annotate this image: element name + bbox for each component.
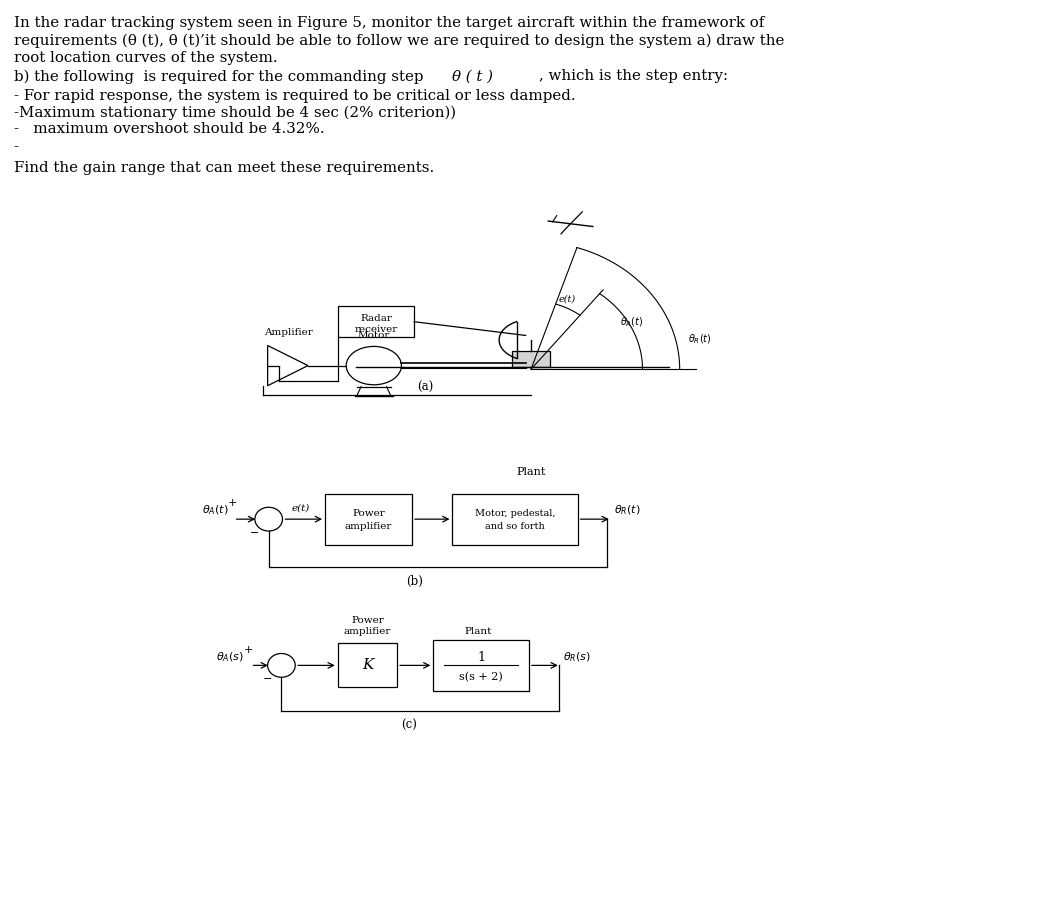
Text: $\theta_A(t)$: $\theta_A(t)$ (620, 315, 644, 329)
FancyBboxPatch shape (452, 494, 578, 545)
Text: Plant: Plant (516, 467, 546, 477)
Text: -   maximum overshoot should be 4.32%.: - maximum overshoot should be 4.32%. (14, 122, 324, 136)
Text: -: - (14, 140, 19, 154)
FancyBboxPatch shape (338, 643, 397, 687)
Text: +: + (228, 498, 237, 508)
Text: receiver: receiver (355, 324, 397, 334)
Text: Find the gain range that can meet these requirements.: Find the gain range that can meet these … (14, 161, 434, 175)
FancyBboxPatch shape (325, 494, 412, 545)
Text: 1: 1 (477, 651, 485, 664)
Text: requirements (θ (t), θ (t)’it should be able to follow we are required to design: requirements (θ (t), θ (t)’it should be … (14, 34, 784, 48)
Text: amplifier: amplifier (345, 522, 392, 531)
Text: $\theta_A(s)$: $\theta_A(s)$ (217, 650, 244, 664)
Text: Radar: Radar (360, 314, 392, 323)
Polygon shape (268, 345, 308, 386)
Text: b) the following  is required for the commanding step: b) the following is required for the com… (14, 69, 424, 84)
Text: - For rapid response, the system is required to be critical or less damped.: - For rapid response, the system is requ… (14, 89, 576, 102)
Text: , which is the step entry:: , which is the step entry: (539, 69, 729, 83)
Text: $\theta_R(t)$: $\theta_R(t)$ (688, 332, 712, 345)
Circle shape (255, 507, 282, 531)
Text: e(t): e(t) (292, 504, 310, 513)
FancyBboxPatch shape (338, 306, 414, 337)
Bar (512, 351, 550, 367)
Text: θ ( t ): θ ( t ) (452, 69, 494, 83)
Text: In the radar tracking system seen in Figure 5, monitor the target aircraft withi: In the radar tracking system seen in Fig… (14, 16, 765, 30)
Text: $\theta_R(s)$: $\theta_R(s)$ (563, 650, 590, 664)
Circle shape (268, 654, 295, 677)
Text: $\theta_A(t)$: $\theta_A(t)$ (202, 504, 228, 517)
Ellipse shape (346, 346, 401, 385)
Text: e(t): e(t) (559, 294, 577, 303)
Text: Power: Power (353, 509, 384, 518)
Text: K: K (362, 658, 373, 673)
Text: root location curves of the system.: root location curves of the system. (14, 51, 277, 65)
Text: (a): (a) (416, 381, 433, 394)
Text: Amplifier: Amplifier (264, 328, 313, 337)
Text: -Maximum stationary time should be 4 sec (2% criterion)): -Maximum stationary time should be 4 sec… (14, 105, 456, 120)
Text: −: − (263, 674, 272, 684)
Text: Power: Power (352, 616, 383, 625)
Text: Motor: Motor (358, 331, 390, 340)
Text: +: + (244, 644, 253, 654)
FancyBboxPatch shape (433, 640, 529, 691)
Text: (c): (c) (401, 719, 416, 732)
Text: Motor, pedestal,: Motor, pedestal, (475, 509, 555, 518)
Text: s(s + 2): s(s + 2) (459, 672, 503, 683)
Text: (b): (b) (406, 575, 423, 588)
Text: amplifier: amplifier (344, 627, 391, 636)
Text: Plant: Plant (464, 627, 492, 636)
Text: −: − (251, 527, 259, 537)
Text: and so forth: and so forth (485, 522, 545, 531)
Text: $\theta_R(t)$: $\theta_R(t)$ (614, 504, 640, 517)
